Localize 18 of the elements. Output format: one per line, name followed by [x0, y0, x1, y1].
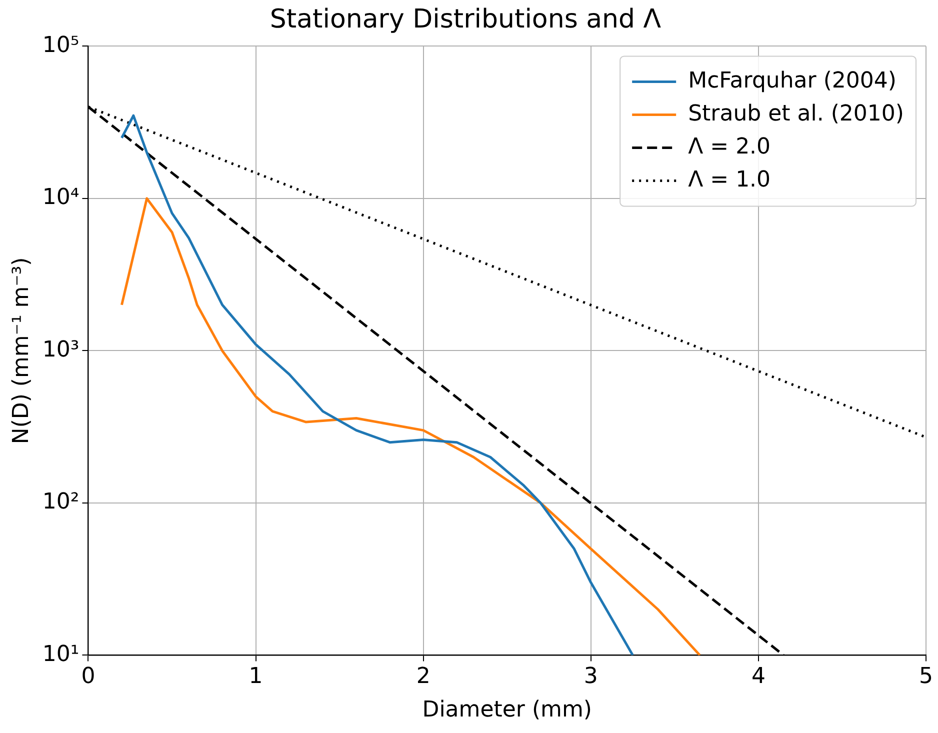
- legend-label: McFarquhar (2004): [688, 68, 896, 94]
- x-axis-title: Diameter (mm): [422, 698, 592, 723]
- x-tick-label: 0: [81, 664, 96, 690]
- x-tick-label: 1: [248, 664, 263, 690]
- y-tick-label: 10²: [42, 490, 80, 515]
- y-tick-label: 10⁵: [42, 32, 80, 58]
- chart-title: Stationary Distributions and Λ: [270, 4, 662, 34]
- x-tick-label: 4: [751, 664, 766, 690]
- x-tick-label: 3: [584, 664, 598, 690]
- legend-label: Λ = 2.0: [688, 134, 771, 160]
- legend-label: Straub et al. (2010): [688, 101, 904, 126]
- y-tick-label: 10⁴: [42, 185, 80, 210]
- y-axis-title: N(D) (mm⁻¹ m⁻³): [8, 257, 34, 444]
- x-tick-label: 2: [416, 664, 430, 690]
- x-tick-label: 5: [919, 664, 933, 690]
- legend-label: Λ = 1.0: [688, 167, 771, 192]
- y-tick-label: 10¹: [42, 642, 80, 667]
- y-tick-label: 10³: [42, 337, 80, 362]
